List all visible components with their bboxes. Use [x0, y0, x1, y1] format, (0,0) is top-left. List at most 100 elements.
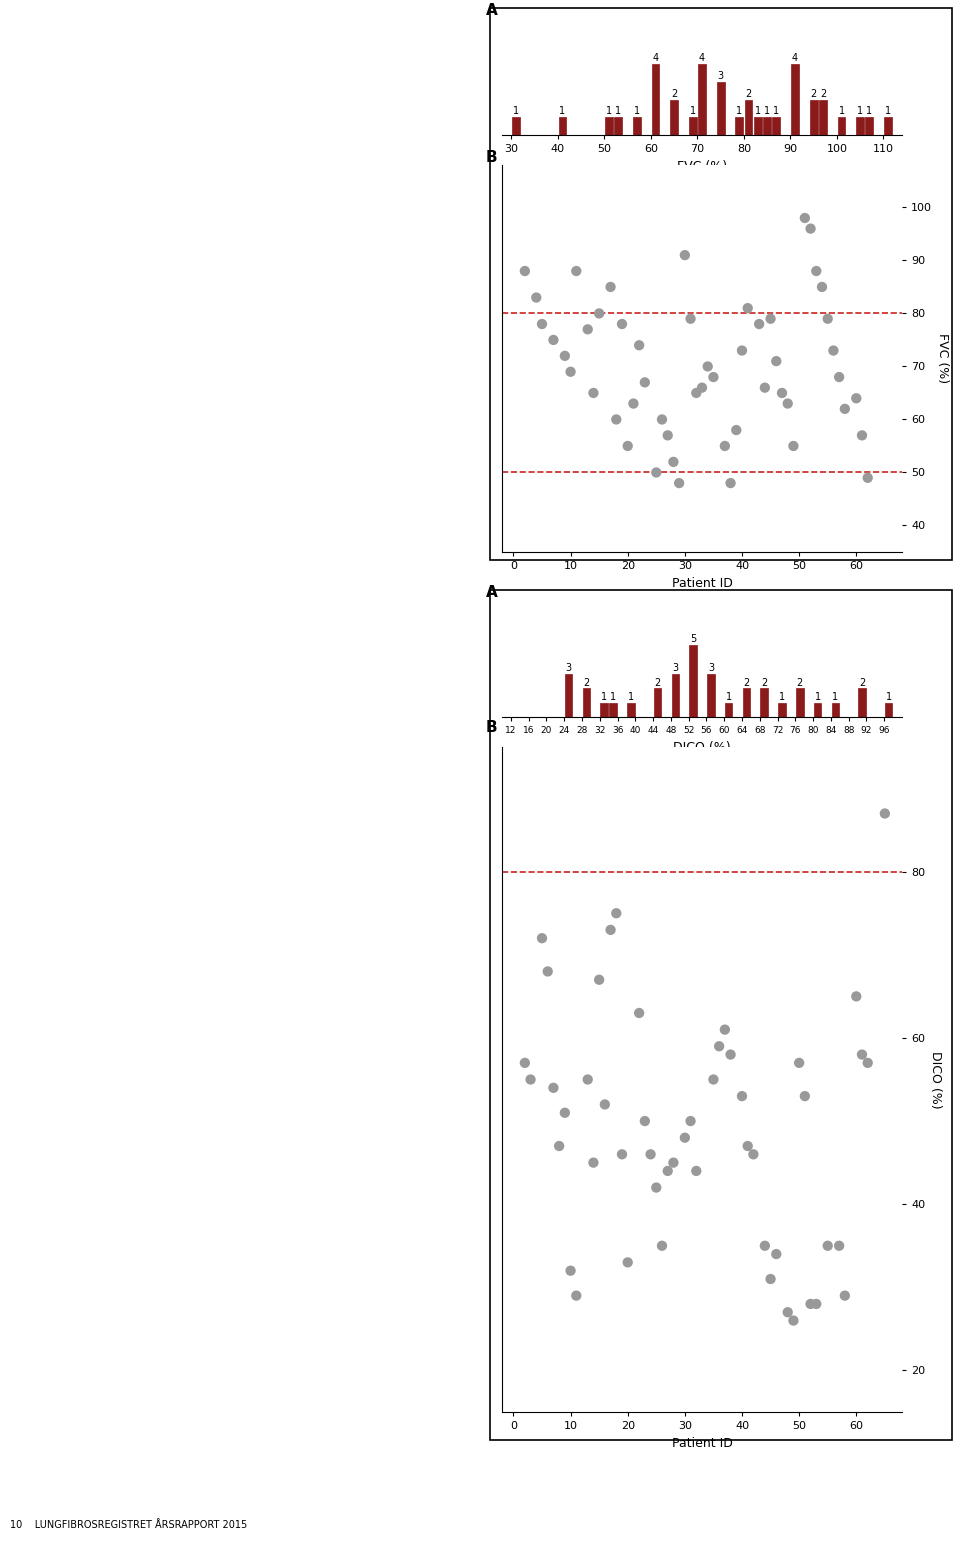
Point — [785, 1309, 801, 1334]
Bar — [698, 64, 706, 135]
Point — [837, 397, 852, 421]
Text: 1: 1 — [601, 692, 608, 702]
Text: 1: 1 — [885, 107, 891, 116]
Bar — [754, 118, 762, 135]
Text: 2: 2 — [820, 88, 826, 99]
Point — [614, 1142, 630, 1166]
Point — [535, 926, 550, 951]
Bar — [559, 118, 566, 135]
Bar — [627, 703, 635, 717]
Point — [780, 392, 796, 417]
Bar — [819, 99, 827, 135]
Point — [746, 1142, 761, 1166]
Bar — [670, 99, 678, 135]
Point — [734, 1084, 750, 1109]
Bar — [791, 64, 799, 135]
Point — [700, 355, 715, 380]
Bar — [688, 118, 697, 135]
Text: 3: 3 — [672, 663, 679, 674]
Text: 1: 1 — [628, 692, 634, 702]
Bar — [760, 688, 768, 717]
X-axis label: FVC (%): FVC (%) — [677, 160, 727, 172]
Point — [665, 449, 681, 474]
Bar — [689, 644, 697, 717]
Point — [849, 984, 864, 1008]
Bar — [884, 118, 892, 135]
Point — [568, 259, 584, 283]
Point — [854, 423, 870, 448]
Bar — [654, 688, 661, 717]
Point — [717, 434, 732, 459]
Point — [694, 375, 709, 400]
X-axis label: Patient ID: Patient ID — [672, 1436, 732, 1450]
Point — [609, 902, 624, 926]
Point — [551, 1134, 566, 1159]
Point — [752, 311, 767, 336]
Point — [831, 364, 847, 389]
Point — [683, 307, 698, 331]
Point — [763, 1267, 779, 1292]
Bar — [866, 118, 874, 135]
Point — [517, 1050, 533, 1075]
Point — [734, 338, 750, 362]
Point — [706, 364, 721, 389]
Point — [632, 333, 647, 358]
Bar — [837, 118, 846, 135]
Text: 1: 1 — [634, 107, 640, 116]
Point — [820, 307, 835, 331]
Point — [677, 243, 692, 268]
Bar — [858, 688, 866, 717]
Text: 1: 1 — [779, 692, 785, 702]
Point — [568, 1283, 584, 1307]
Point — [780, 1300, 796, 1324]
Bar — [717, 82, 725, 135]
Point — [872, 550, 887, 575]
Point — [643, 1142, 659, 1166]
Point — [586, 1151, 601, 1176]
Point — [688, 1159, 704, 1183]
Point — [620, 1250, 636, 1275]
Point — [545, 327, 561, 352]
Text: 1: 1 — [560, 107, 565, 116]
Point — [586, 381, 601, 406]
Bar — [725, 703, 732, 717]
Text: A: A — [486, 586, 497, 599]
Point — [626, 392, 641, 417]
Text: 2: 2 — [671, 88, 677, 99]
Point — [637, 1109, 653, 1134]
Point — [660, 423, 676, 448]
Point — [711, 1033, 727, 1058]
Bar — [614, 118, 622, 135]
Point — [837, 1283, 852, 1307]
Y-axis label: FVC (%): FVC (%) — [936, 333, 948, 384]
X-axis label: Patient ID: Patient ID — [672, 576, 732, 590]
Text: 1: 1 — [764, 107, 770, 116]
Text: 3: 3 — [717, 71, 724, 81]
Text: 10    LUNGFIBROSREGISTRET ÅRSRAPPORT 2015: 10 LUNGFIBROSREGISTRET ÅRSRAPPORT 2015 — [10, 1521, 247, 1530]
Bar — [652, 64, 660, 135]
Text: A: A — [486, 3, 497, 17]
Point — [814, 274, 829, 299]
Text: 2: 2 — [810, 88, 817, 99]
Text: 5: 5 — [690, 635, 696, 644]
Text: 3: 3 — [565, 663, 572, 674]
Point — [603, 274, 618, 299]
Point — [831, 1233, 847, 1258]
Point — [557, 1100, 572, 1125]
Text: 2: 2 — [655, 677, 660, 688]
Text: 4: 4 — [653, 53, 659, 64]
Point — [535, 311, 550, 336]
Point — [860, 465, 876, 489]
Point — [797, 206, 812, 231]
Point — [775, 381, 790, 406]
Text: 1: 1 — [736, 107, 742, 116]
Point — [820, 1233, 835, 1258]
Text: 1: 1 — [726, 692, 732, 702]
Text: 1: 1 — [755, 107, 761, 116]
Point — [660, 1159, 676, 1183]
Point — [723, 1042, 738, 1067]
Point — [757, 375, 773, 400]
Point — [671, 471, 686, 496]
Text: 4: 4 — [699, 53, 705, 64]
Point — [545, 1075, 561, 1100]
